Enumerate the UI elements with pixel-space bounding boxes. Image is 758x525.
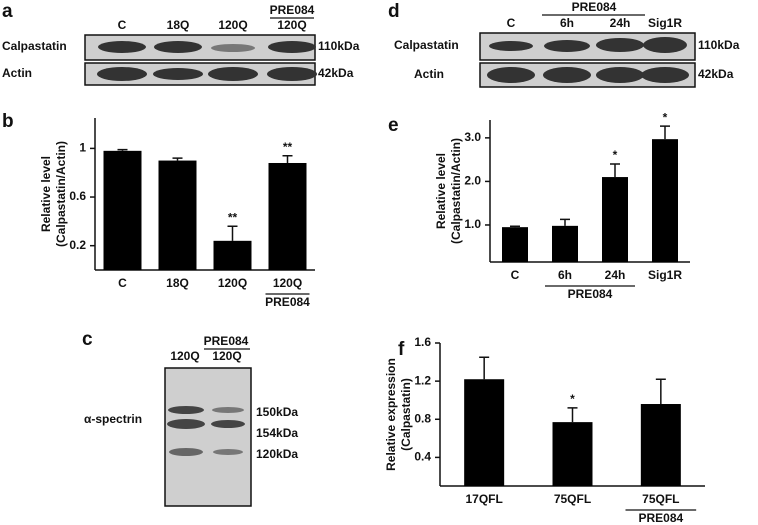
- panel-label: c: [82, 329, 93, 350]
- significance-marker: *: [663, 110, 668, 124]
- bands: [487, 37, 689, 83]
- panel-label: b: [2, 111, 14, 132]
- significance-marker: **: [228, 210, 238, 224]
- lane-label: C: [118, 18, 127, 32]
- x-tick-label: C: [511, 268, 520, 282]
- blot-image: [164, 367, 252, 507]
- bar: [502, 227, 528, 262]
- error-bar: [560, 218, 570, 226]
- panel-label: f: [398, 339, 405, 360]
- y-axis-label: (Calpastatin/Actin): [54, 141, 68, 247]
- group-label: PRE084: [572, 0, 617, 14]
- y-tick-label: 0.6: [69, 189, 86, 203]
- error-bar: [172, 157, 183, 161]
- x-tick-label: 6h: [558, 268, 572, 282]
- error-bar: [227, 225, 238, 241]
- y-tick-label: 3.0: [464, 130, 481, 144]
- y-axis-label: Relative level: [39, 156, 53, 232]
- bands: [97, 41, 317, 81]
- y-tick-label: 1.6: [414, 335, 431, 349]
- y-tick-label: 0.8: [414, 411, 431, 425]
- error-bar: [567, 407, 578, 423]
- lane-label: 24h: [610, 16, 631, 30]
- bar: [103, 150, 142, 270]
- lane-label: 6h: [560, 16, 574, 30]
- row-label: Actin: [2, 66, 32, 80]
- error-bar: [655, 378, 666, 405]
- x-tick-label: 24h: [605, 268, 626, 282]
- y-tick-label: 0.4: [414, 450, 431, 464]
- lane-label: 18Q: [167, 18, 190, 32]
- error-bar: [117, 148, 128, 151]
- y-tick-label: 0.2: [69, 238, 86, 252]
- size-label: 42kDa: [318, 66, 354, 80]
- x-tick-label: Sig1R: [648, 268, 682, 282]
- y-tick-label: 1.0: [464, 217, 481, 231]
- row-label: Calpastatin: [394, 38, 459, 52]
- group-label: PRE084: [270, 3, 315, 17]
- lane-label: 120Q: [277, 18, 306, 32]
- bar: [552, 225, 578, 262]
- bar: [158, 160, 197, 270]
- bar: [213, 240, 252, 270]
- bands: [167, 406, 245, 456]
- x-tick-label: 17QFL: [465, 492, 502, 506]
- lane-label: 120Q: [170, 349, 199, 363]
- size-label: 120kDa: [256, 447, 298, 461]
- bar: [602, 177, 628, 262]
- y-axis-label: Relative expression: [384, 358, 398, 471]
- error-bar: [610, 163, 620, 178]
- bar: [652, 139, 678, 262]
- x-tick-label: 75QFL: [554, 492, 591, 506]
- group-label: PRE084: [265, 295, 310, 309]
- significance-marker: **: [283, 140, 293, 154]
- group-label: PRE084: [568, 287, 613, 301]
- x-tick-label: 120Q: [273, 276, 302, 290]
- bar: [552, 422, 593, 486]
- significance-marker: *: [570, 392, 575, 406]
- y-axis-label: Relative level: [434, 153, 448, 229]
- y-axis-label: (Calpastatin/Actin): [449, 138, 463, 244]
- error-bar: [282, 154, 293, 163]
- panel-label: d: [388, 1, 400, 22]
- y-tick-label: 1.2: [414, 373, 431, 387]
- y-tick-label: 2.0: [464, 174, 481, 188]
- lane-label: 120Q: [218, 18, 247, 32]
- lane-label: C: [507, 16, 516, 30]
- x-tick-label: 75QFL: [642, 492, 679, 506]
- lane-label: Sig1R: [648, 16, 682, 30]
- size-label: 150kDa: [256, 405, 298, 419]
- y-tick-label: 1: [79, 141, 86, 155]
- size-label: 110kDa: [318, 39, 360, 53]
- lane-label: 120Q: [212, 349, 241, 363]
- bar: [640, 404, 681, 486]
- error-bar: [660, 125, 670, 140]
- row-label: α-spectrin: [84, 412, 142, 426]
- error-bar: [510, 225, 520, 228]
- x-tick-label: C: [118, 276, 127, 290]
- y-axis-label: (Calpastatin): [399, 378, 413, 451]
- error-bar: [479, 356, 490, 380]
- bar: [464, 379, 505, 486]
- x-tick-label: 18Q: [166, 276, 189, 290]
- size-label: 42kDa: [698, 67, 734, 81]
- panel-label: a: [2, 1, 13, 22]
- significance-marker: *: [613, 148, 618, 162]
- row-label: Actin: [414, 67, 444, 81]
- size-label: 110kDa: [698, 38, 740, 52]
- bar: [268, 162, 307, 270]
- group-label: PRE084: [638, 511, 683, 525]
- size-label: 154kDa: [256, 426, 298, 440]
- row-label: Calpastatin: [2, 39, 67, 53]
- group-label: PRE084: [204, 334, 249, 348]
- panel-label: e: [388, 115, 399, 136]
- x-tick-label: 120Q: [218, 276, 247, 290]
